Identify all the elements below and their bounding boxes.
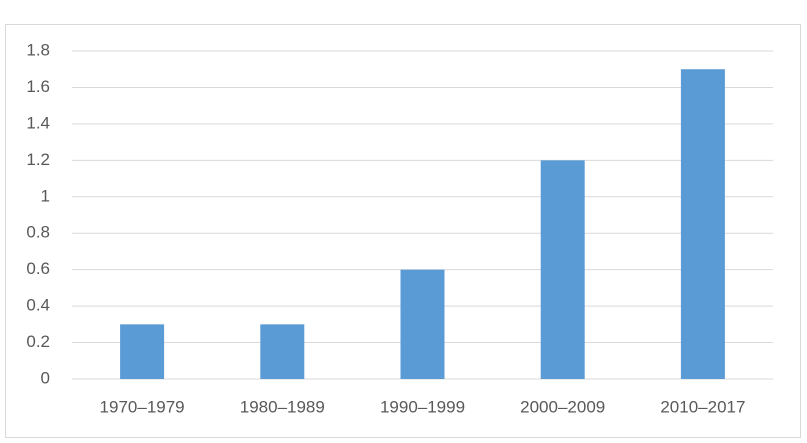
y-tick-label: 0 (41, 368, 50, 387)
y-tick-label: 0.2 (26, 332, 50, 351)
y-tick-label: 0.4 (26, 296, 50, 315)
y-tick-label: 1.8 (26, 40, 50, 59)
bar (400, 269, 445, 379)
y-tick-label: 0.8 (26, 223, 50, 242)
y-tick-label: 1.4 (26, 113, 50, 132)
x-tick-label: 1970–1979 (100, 397, 185, 416)
y-tick-label: 1 (41, 186, 50, 205)
x-tick-label: 2000–2009 (520, 397, 605, 416)
bar (120, 324, 165, 379)
y-tick-label: 1.2 (26, 150, 50, 169)
x-tick-label: 2010–2017 (660, 397, 745, 416)
y-tick-label: 0.6 (26, 259, 50, 278)
x-tick-label: 1990–1999 (380, 397, 465, 416)
bar (540, 160, 585, 379)
y-tick-label: 1.6 (26, 77, 50, 96)
x-tick-label: 1980–1989 (240, 397, 325, 416)
bar (680, 69, 725, 379)
bar (260, 324, 305, 379)
